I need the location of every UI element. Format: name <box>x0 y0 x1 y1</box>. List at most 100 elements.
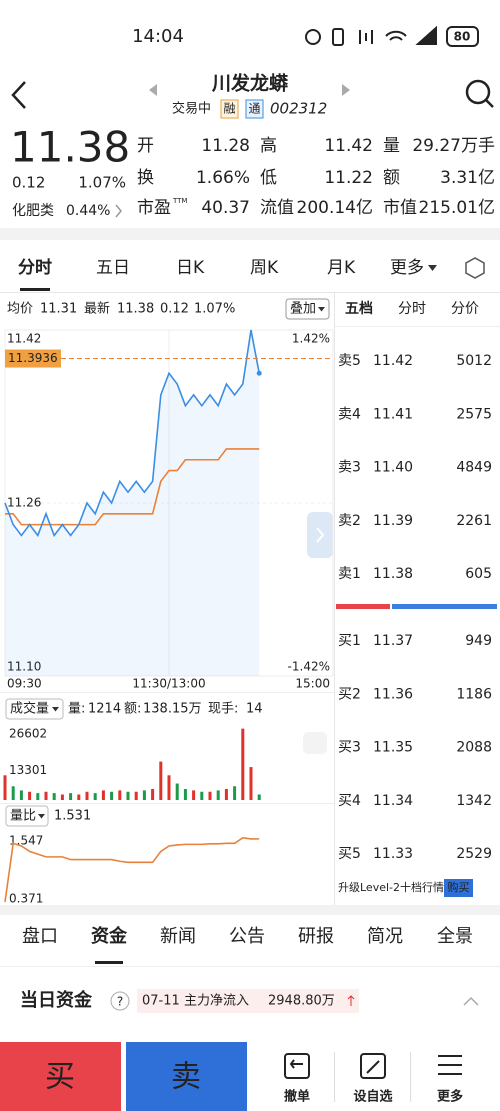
section-tab[interactable]: 全景 <box>437 926 473 947</box>
section-tab[interactable]: 简况 <box>367 926 403 947</box>
y-tick-label: 0.371 <box>9 892 43 906</box>
fund-amount: 2948.80万 <box>268 994 335 1009</box>
book-volume: 949 <box>465 633 492 649</box>
upgrade-link[interactable]: 升级Level-2十档行情 <box>338 880 444 894</box>
hand-label: 现手: <box>208 702 238 717</box>
badge-box <box>220 99 239 119</box>
section-tab[interactable]: 资金 <box>91 925 128 947</box>
y-tick-label: 11.26 <box>7 496 41 510</box>
action-icons <box>284 1053 462 1079</box>
volume-bar <box>126 791 130 800</box>
field-label: 开 <box>137 136 154 156</box>
book-tab[interactable]: 分时 <box>398 301 426 317</box>
sector-pct: 0.44% <box>66 203 110 219</box>
overlay-label: 叠加 <box>290 302 316 317</box>
fund-date: 07-11 <box>142 994 180 1009</box>
buy-strength <box>392 604 497 609</box>
x-tick-label: 09:30 <box>7 677 42 691</box>
field-label: 高 <box>260 136 277 156</box>
volume-bar <box>167 775 171 800</box>
action-label[interactable]: 更多 <box>437 1089 463 1105</box>
divider <box>0 966 500 967</box>
y-tick-label: 13301 <box>9 763 47 777</box>
book-tab[interactable]: 五档 <box>345 300 373 317</box>
book-price: 11.39 <box>373 513 413 529</box>
book-price: 11.34 <box>373 793 413 809</box>
divider <box>0 692 334 693</box>
volume-bar <box>192 790 196 800</box>
volume-bar <box>36 793 40 800</box>
action-label[interactable]: 撤单 <box>284 1089 310 1105</box>
dropdown-icon <box>428 265 437 271</box>
fullscreen-button[interactable] <box>303 732 327 754</box>
marker-badge <box>5 349 61 368</box>
field-value: 11.28 <box>201 136 250 156</box>
sector[interactable]: 化肥类 <box>12 203 54 219</box>
battery: 80 <box>454 30 471 44</box>
book-tab[interactable]: 分价 <box>451 301 479 317</box>
volume-bar <box>208 791 212 800</box>
buy-button[interactable] <box>444 879 473 897</box>
book-volume: 2529 <box>456 846 492 862</box>
volume-bar <box>151 789 155 800</box>
back-button[interactable] <box>11 81 26 109</box>
divider <box>334 1052 335 1102</box>
y-tick-label: 26602 <box>9 727 47 741</box>
divider <box>0 292 500 293</box>
section-tab[interactable]: 公告 <box>229 926 265 947</box>
volume-bar <box>52 793 56 800</box>
collapse-icon[interactable] <box>463 996 479 1006</box>
settings-icon[interactable] <box>465 257 485 279</box>
action-label[interactable]: 设自选 <box>353 1089 392 1105</box>
section-tab[interactable]: 新闻 <box>160 926 196 947</box>
volume-bar <box>249 767 253 800</box>
sell-text: 卖 <box>171 1060 201 1095</box>
tab[interactable]: 更多 <box>390 258 424 278</box>
book-label: 买1 <box>338 633 361 649</box>
latest-price: 11.38 <box>117 302 154 317</box>
tab[interactable]: 分时 <box>18 258 52 278</box>
status-time: 14:04 <box>132 26 184 47</box>
separator <box>0 228 500 240</box>
ratio-value: 1.531 <box>54 809 91 824</box>
volume-bar <box>159 761 163 800</box>
tab[interactable]: 五日 <box>96 258 130 278</box>
overlay-button[interactable] <box>285 298 330 320</box>
tab[interactable]: 周K <box>250 258 279 278</box>
price-line <box>4 329 260 538</box>
volume-bar <box>233 786 237 800</box>
buy-action[interactable] <box>0 1042 121 1111</box>
indicator-button[interactable] <box>5 698 64 720</box>
divider <box>335 326 500 327</box>
sell-action[interactable] <box>126 1042 247 1111</box>
field-value: 29.27万手 <box>412 136 495 156</box>
fund-title: 当日资金 <box>20 989 93 1011</box>
section-tab[interactable]: 盘口 <box>22 926 58 947</box>
tab[interactable]: 日K <box>176 258 205 278</box>
tab-underline <box>20 288 50 291</box>
book-label: 买3 <box>338 740 361 756</box>
indicator-button[interactable] <box>5 805 49 827</box>
volume-bar <box>11 786 15 800</box>
tab[interactable]: 月K <box>327 258 356 278</box>
expand-tab[interactable] <box>307 512 333 558</box>
up-arrow <box>347 995 355 1006</box>
section-tab[interactable]: 研报 <box>298 926 334 947</box>
book-label: 买4 <box>338 793 361 809</box>
search-button[interactable] <box>465 79 494 108</box>
book-volume: 4849 <box>456 460 492 476</box>
y-tick-label: 1.547 <box>9 834 43 848</box>
book-label: 卖3 <box>338 460 361 476</box>
book-volume: 1186 <box>456 686 492 702</box>
field-value: 11.42 <box>324 136 373 156</box>
avg-price: 11.31 <box>40 302 77 317</box>
volume-bar <box>224 789 228 800</box>
book-volume: 605 <box>465 566 492 582</box>
book-price: 11.41 <box>373 406 413 422</box>
sell-strength <box>336 604 390 609</box>
help-icon[interactable] <box>110 991 130 1011</box>
book-label: 卖2 <box>338 513 361 529</box>
volume-bar <box>93 793 97 800</box>
x-tick-label: 11:30/13:00 <box>132 677 205 691</box>
divider <box>0 803 334 804</box>
